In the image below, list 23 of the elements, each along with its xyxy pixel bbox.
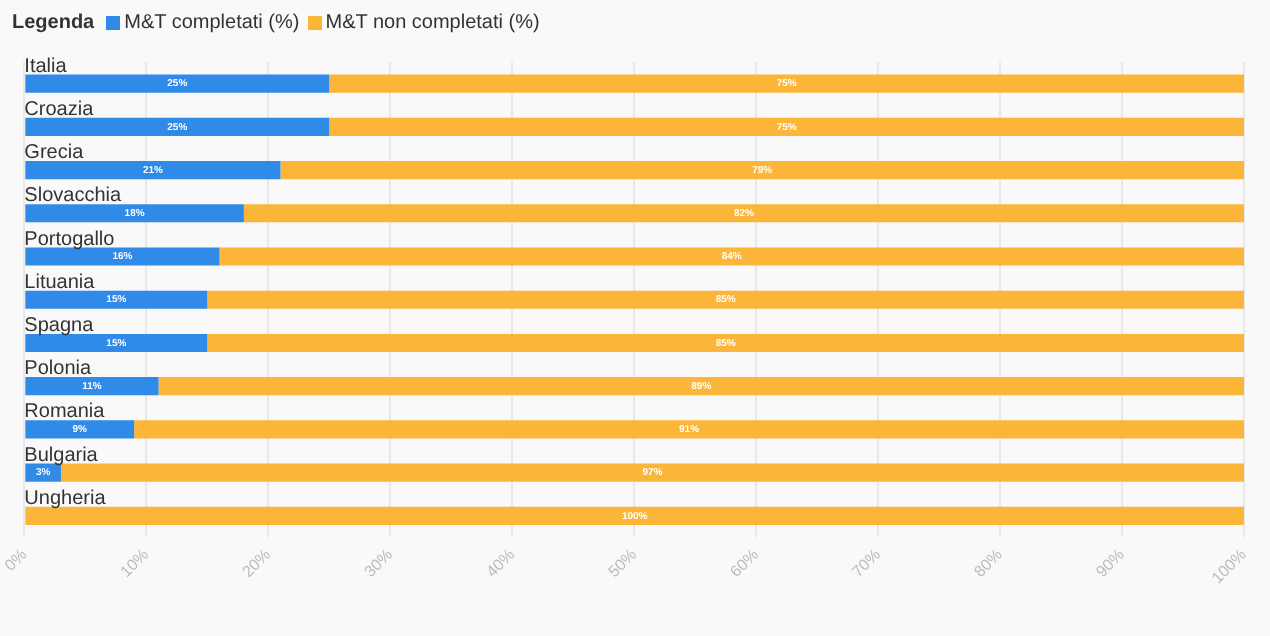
y-tick-label: Grecia [24,142,85,165]
y-tick-label: Portogallo [24,228,116,251]
y-tick-label: Slovacchia [24,185,122,208]
y-tick-label: Ungheria [24,487,107,510]
y-tick-label: Bulgaria [24,444,99,467]
x-tick-label: 10% [116,545,153,581]
y-tick-label: Italia [24,55,68,78]
y-tick-label: Croazia [24,98,95,121]
x-tick-label: 0% [1,545,31,575]
x-tick-label: 40% [482,545,519,581]
x-tick-label: 70% [848,545,885,581]
y-tick-label: Polonia [24,358,92,381]
y-tick-label: Romania [24,401,106,424]
x-tick-label: 60% [726,545,763,581]
legend-label: M&T non completati (%) [325,12,540,34]
legend-title: Legenda [12,12,95,34]
x-tick-label: 30% [360,545,397,581]
x-tick-label: 90% [1092,545,1128,581]
x-tick-label: 50% [604,545,641,581]
y-tick-label: Lituania [24,271,96,294]
legend-label: M&T completati (%) [124,12,300,34]
x-tick-label: 80% [970,545,1007,581]
y-tick-label: Spagna [24,314,95,337]
